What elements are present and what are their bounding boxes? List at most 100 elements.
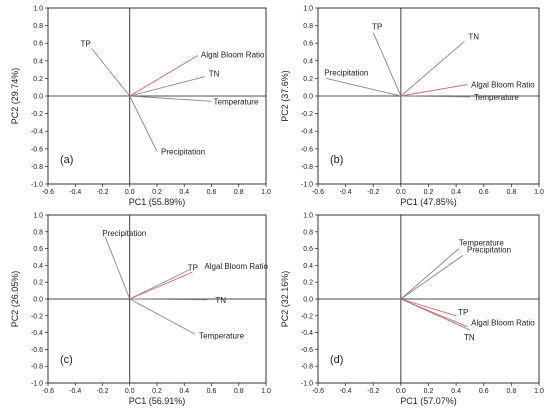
vector-label: Algal Bloom Ratio <box>471 319 535 328</box>
vector-label: Temperature <box>474 93 519 102</box>
x-tick-label: 0.0 <box>396 189 406 196</box>
vector-label: TP <box>188 264 198 273</box>
vector-label: TN <box>468 32 479 41</box>
loading-vector <box>129 76 205 97</box>
x-tick-label: -0.4 <box>69 189 81 196</box>
chart-panel: -0.6 -0.4 -0.2 0.0 0.2 0.4 0.6 0.8 1.0 -1.0 -0.8 -0… <box>280 6 544 208</box>
y-tick-label: 0.0 <box>303 94 313 101</box>
x-tick-label: 0.8 <box>234 189 244 196</box>
y-tick-label: -0.6 <box>31 146 43 153</box>
loading-vector <box>91 48 131 97</box>
y-tick-label: 0.6 <box>303 41 313 48</box>
y-tick-label: 1.0 <box>33 213 43 220</box>
x-tick-label: -0.2 <box>96 388 108 395</box>
x-tick-label: -0.6 <box>312 189 324 196</box>
y-tick-label: 1.0 <box>303 213 313 220</box>
panel-label: (a) <box>60 154 73 166</box>
vector-label: Precipitation <box>467 245 511 254</box>
loading-vector <box>400 298 471 331</box>
y-axis-label: PC2 (32.16%) <box>280 271 290 328</box>
vector-label: Algal Bloom Ratio <box>204 262 268 271</box>
x-tick-label: -0.4 <box>69 388 81 395</box>
x-axis-label: PC1 (55.89%) <box>129 197 186 207</box>
x-tick-label: 0.4 <box>179 189 189 196</box>
y-tick-label: -0.8 <box>31 164 43 171</box>
vector-label: TN <box>464 333 475 342</box>
vector-label: Temperature <box>199 331 244 340</box>
x-tick-label: 0.8 <box>507 388 517 395</box>
loading-vector <box>104 236 131 300</box>
x-tick-label: 0.4 <box>451 388 461 395</box>
y-tick-label: -0.4 <box>31 129 43 136</box>
y-tick-label: 0.8 <box>303 229 313 236</box>
x-tick-label: 0.2 <box>152 189 162 196</box>
x-axis-label: PC1 (57.07%) <box>400 396 457 406</box>
y-tick-label: 0.8 <box>303 23 313 30</box>
panel-label: (b) <box>330 154 343 166</box>
x-tick-label: 0.4 <box>451 189 461 196</box>
x-tick-label: -0.6 <box>312 388 324 395</box>
y-tick-label: -0.4 <box>301 129 313 136</box>
y-tick-label: 0.0 <box>33 297 43 304</box>
x-tick-label: -0.6 <box>42 388 54 395</box>
loading-vector <box>129 298 208 301</box>
loading-vector <box>400 298 457 317</box>
y-tick-label: -0.4 <box>301 330 313 337</box>
y-tick-label: 0.4 <box>33 263 43 270</box>
y-tick-label: 0.2 <box>33 76 43 83</box>
x-tick-label: 1.0 <box>261 189 271 196</box>
y-axis-label: PC2 (29.74%) <box>10 68 20 125</box>
y-tick-label: -1.0 <box>31 182 43 189</box>
vector-label: Algal Bloom Ratio <box>471 81 535 90</box>
chart-panel: -0.6 -0.4 -0.2 0.0 0.2 0.4 0.6 0.8 1.0 -1.0 -0.8 -0… <box>280 213 544 407</box>
vector-label: TN <box>215 296 226 305</box>
x-tick-label: 0.4 <box>179 388 189 395</box>
x-tick-label: 0.8 <box>234 388 244 395</box>
y-tick-label: 0.2 <box>33 280 43 287</box>
vector-label: Algal Bloom Ratio <box>201 51 265 60</box>
x-tick-label: 0.6 <box>207 388 217 395</box>
y-tick-label: 1.0 <box>33 6 43 13</box>
loading-vector <box>129 95 212 102</box>
y-tick-label: -0.6 <box>31 347 43 354</box>
y-tick-label: 0.4 <box>33 58 43 65</box>
vector-label: Precipitation <box>102 229 146 238</box>
y-tick-label: 0.0 <box>303 297 313 304</box>
vector-label: TN <box>209 70 220 79</box>
loading-vector <box>129 271 193 300</box>
y-tick-label: 0.2 <box>303 280 313 287</box>
x-tick-label: -0.2 <box>367 189 379 196</box>
y-tick-label: -0.2 <box>301 111 313 118</box>
y-axis-label: PC2 (37.6%) <box>280 70 290 122</box>
x-tick-label: 0.2 <box>424 388 434 395</box>
y-tick-label: 0.4 <box>303 263 313 270</box>
y-tick-label: -0.2 <box>31 111 43 118</box>
y-tick-label: -0.4 <box>31 330 43 337</box>
panel-label: (d) <box>330 354 343 366</box>
loading-vector <box>400 41 465 97</box>
x-tick-label: 0.0 <box>396 388 406 395</box>
y-tick-label: -0.8 <box>31 364 43 371</box>
loading-vector <box>400 95 470 98</box>
x-tick-label: 0.8 <box>507 189 517 196</box>
x-tick-label: -0.6 <box>42 189 54 196</box>
loading-vector <box>129 95 158 152</box>
y-tick-label: -1.0 <box>301 182 313 189</box>
y-tick-label: 0.6 <box>303 246 313 253</box>
y-tick-label: -0.6 <box>301 347 313 354</box>
x-tick-label: 0.2 <box>152 388 162 395</box>
loading-vector <box>400 84 468 97</box>
y-tick-label: 0.6 <box>33 246 43 253</box>
loading-vector <box>400 248 460 300</box>
loading-vector <box>129 269 190 300</box>
vector-label: Temperature <box>214 97 259 106</box>
x-tick-label: 0.6 <box>479 388 489 395</box>
y-tick-label: -0.8 <box>301 364 313 371</box>
y-tick-label: -1.0 <box>31 381 43 388</box>
y-tick-label: 0.6 <box>33 41 43 48</box>
y-axis-label: PC2 (26.05%) <box>10 271 20 328</box>
x-tick-label: 0.6 <box>207 189 217 196</box>
y-tick-label: -0.2 <box>31 313 43 320</box>
vector-label: TP <box>80 39 90 48</box>
